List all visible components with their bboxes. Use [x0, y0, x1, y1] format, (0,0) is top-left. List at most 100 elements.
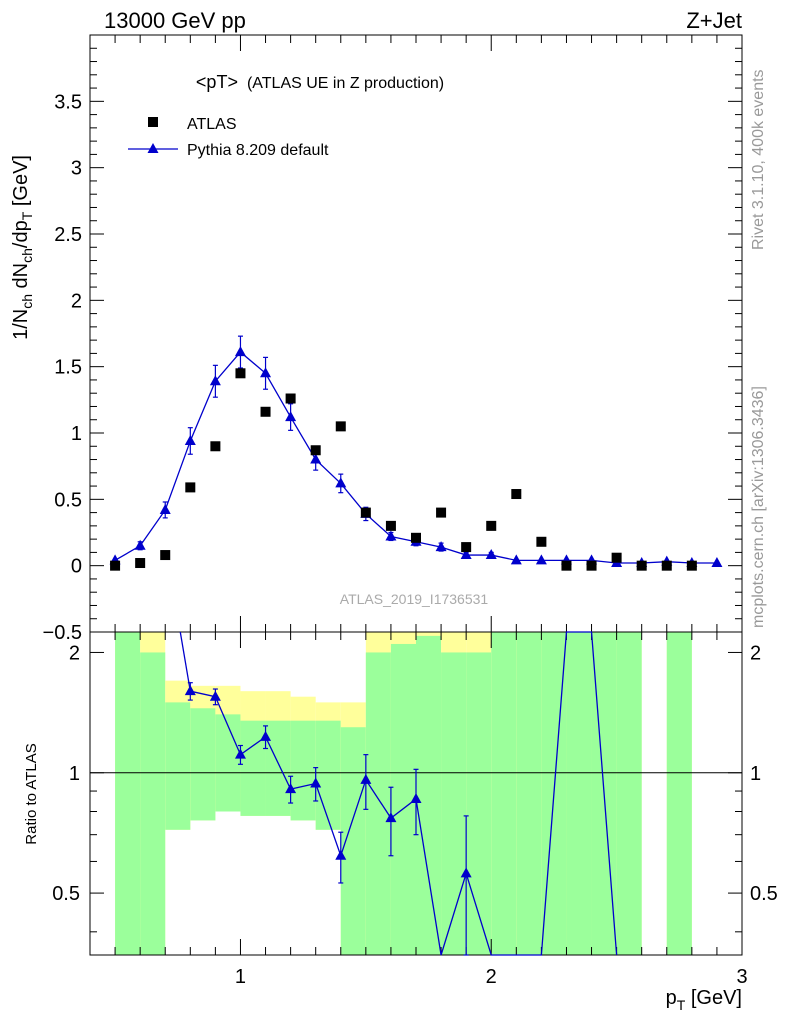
band-inner — [340, 727, 366, 955]
y-tick-label: 1 — [71, 423, 82, 445]
atlas-point — [636, 560, 647, 571]
ratio-mc-point — [335, 849, 347, 860]
ratio-y-tick-label-right: 2 — [750, 642, 761, 664]
atlas-point — [210, 441, 221, 452]
atlas-point — [686, 560, 697, 571]
ratio-panel: 0.5 0.5 1 1 2 2 1 2 3 Ratio to ATLAS pT [GeV] — [23, 631, 778, 1013]
band-inner — [566, 632, 592, 955]
ratio-mc-point — [310, 777, 322, 788]
legend-atlas-label: ATLAS — [187, 116, 237, 133]
band-inner — [215, 714, 241, 812]
atlas-point — [135, 558, 146, 569]
ratio-mc-point — [184, 685, 196, 696]
chart-title-sub: (ATLAS UE in Z production) — [247, 75, 444, 92]
band-inner — [365, 652, 391, 955]
y-tick-label: 0.5 — [54, 489, 82, 511]
band-inner — [240, 720, 266, 816]
y-tick-label: 3 — [71, 158, 82, 180]
band-inner — [140, 652, 166, 955]
band-inner — [616, 632, 642, 955]
ratio-mc-point — [460, 867, 472, 878]
ratio-y-axis-label: Ratio to ATLAS — [23, 743, 40, 844]
band-inner — [441, 652, 467, 955]
mc-line — [114, 351, 717, 564]
mc-point — [310, 453, 322, 464]
legend-mc-marker — [147, 143, 159, 153]
ratio-y-tick-label: 2 — [69, 642, 80, 664]
legend-mc-label: Pythia 8.209 default — [187, 142, 329, 159]
ratio-mc-series — [179, 631, 618, 956]
rivet-version-label: Rivet 3.1.10, 400k events — [750, 69, 767, 250]
legend-atlas-marker — [148, 117, 158, 127]
ratio-axis-ticks — [89, 632, 743, 955]
ratio-mc-line-entry — [179, 631, 191, 692]
mc-point — [285, 411, 297, 422]
ratio-y-tick-label: 0.5 — [52, 883, 80, 905]
atlas-point — [285, 393, 296, 404]
atlas-point — [661, 560, 672, 571]
ratio-mc-point — [234, 748, 246, 759]
band-inner — [290, 720, 316, 821]
ratio-x-tick-labels: 1 2 3 — [235, 966, 748, 988]
mc-point — [535, 554, 547, 565]
band-inner — [190, 708, 216, 821]
band-inner — [115, 632, 141, 955]
ratio-y-tick-label: 1 — [69, 763, 80, 785]
chart-title: <pT> (ATLAS UE in Z production) — [196, 72, 444, 92]
mc-point — [260, 367, 272, 378]
mc-point — [460, 549, 472, 560]
atlas-point — [461, 542, 472, 553]
atlas-point — [436, 507, 447, 518]
atlas-point — [310, 445, 321, 456]
band-inner — [516, 632, 542, 955]
band-inner — [466, 652, 492, 955]
atlas-point — [536, 536, 547, 547]
mc-point — [184, 434, 196, 445]
band-inner — [416, 635, 442, 955]
x-axis-label: pT [GeV] — [666, 987, 742, 1013]
atlas-point — [360, 507, 371, 518]
atlas-point — [511, 489, 522, 500]
uncertainty-bands — [115, 632, 692, 955]
header-process-label: Z+Jet — [686, 8, 742, 33]
ratio-mc-point — [410, 792, 422, 803]
ratio-y-tick-labels: 0.5 0.5 1 1 2 2 — [52, 642, 778, 905]
mcplots-url-label: mcplots.cern.ch [arXiv:1306.3436] — [750, 386, 767, 628]
y-tick-label: −0.5 — [43, 622, 82, 644]
x-tick-label: 1 — [235, 966, 246, 988]
band-inner — [315, 720, 341, 830]
atlas-point — [110, 560, 121, 571]
mc-point — [485, 549, 497, 560]
atlas-point — [185, 482, 196, 493]
ratio-mc-point — [385, 812, 397, 823]
ratio-mc-point — [285, 783, 297, 794]
band-inner — [666, 632, 692, 955]
atlas-point — [335, 421, 346, 432]
atlas-point — [486, 520, 497, 531]
main-axis-ticks — [89, 35, 743, 633]
atlas-point — [260, 406, 271, 417]
mc-point — [385, 530, 397, 541]
y-tick-label: 0 — [71, 556, 82, 578]
analysis-watermark: ATLAS_2019_I1736531 — [340, 591, 489, 607]
band-inner — [390, 643, 416, 955]
mc-point — [335, 477, 347, 488]
header-energy-label: 13000 GeV pp — [104, 8, 246, 33]
ratio-y-tick-label-right: 1 — [750, 763, 761, 785]
band-inner — [165, 702, 191, 830]
mc-point — [234, 346, 246, 357]
atlas-point — [586, 560, 597, 571]
x-tick-label: 2 — [486, 966, 497, 988]
y-tick-label: 1.5 — [54, 357, 82, 379]
y-tick-label: 3.5 — [54, 91, 82, 113]
mc-point — [711, 557, 723, 568]
band-inner — [265, 720, 291, 816]
y-tick-label: 2 — [71, 290, 82, 312]
atlas-point — [561, 560, 572, 571]
atlas-point — [235, 368, 246, 379]
atlas-series — [110, 368, 697, 571]
y-tick-label: 2.5 — [54, 224, 82, 246]
atlas-point — [411, 532, 421, 543]
main-panel: −0.5 0 0.5 1 1.5 2 2.5 3 3.5 ATLAS_2019_I1736531… — [10, 34, 743, 644]
